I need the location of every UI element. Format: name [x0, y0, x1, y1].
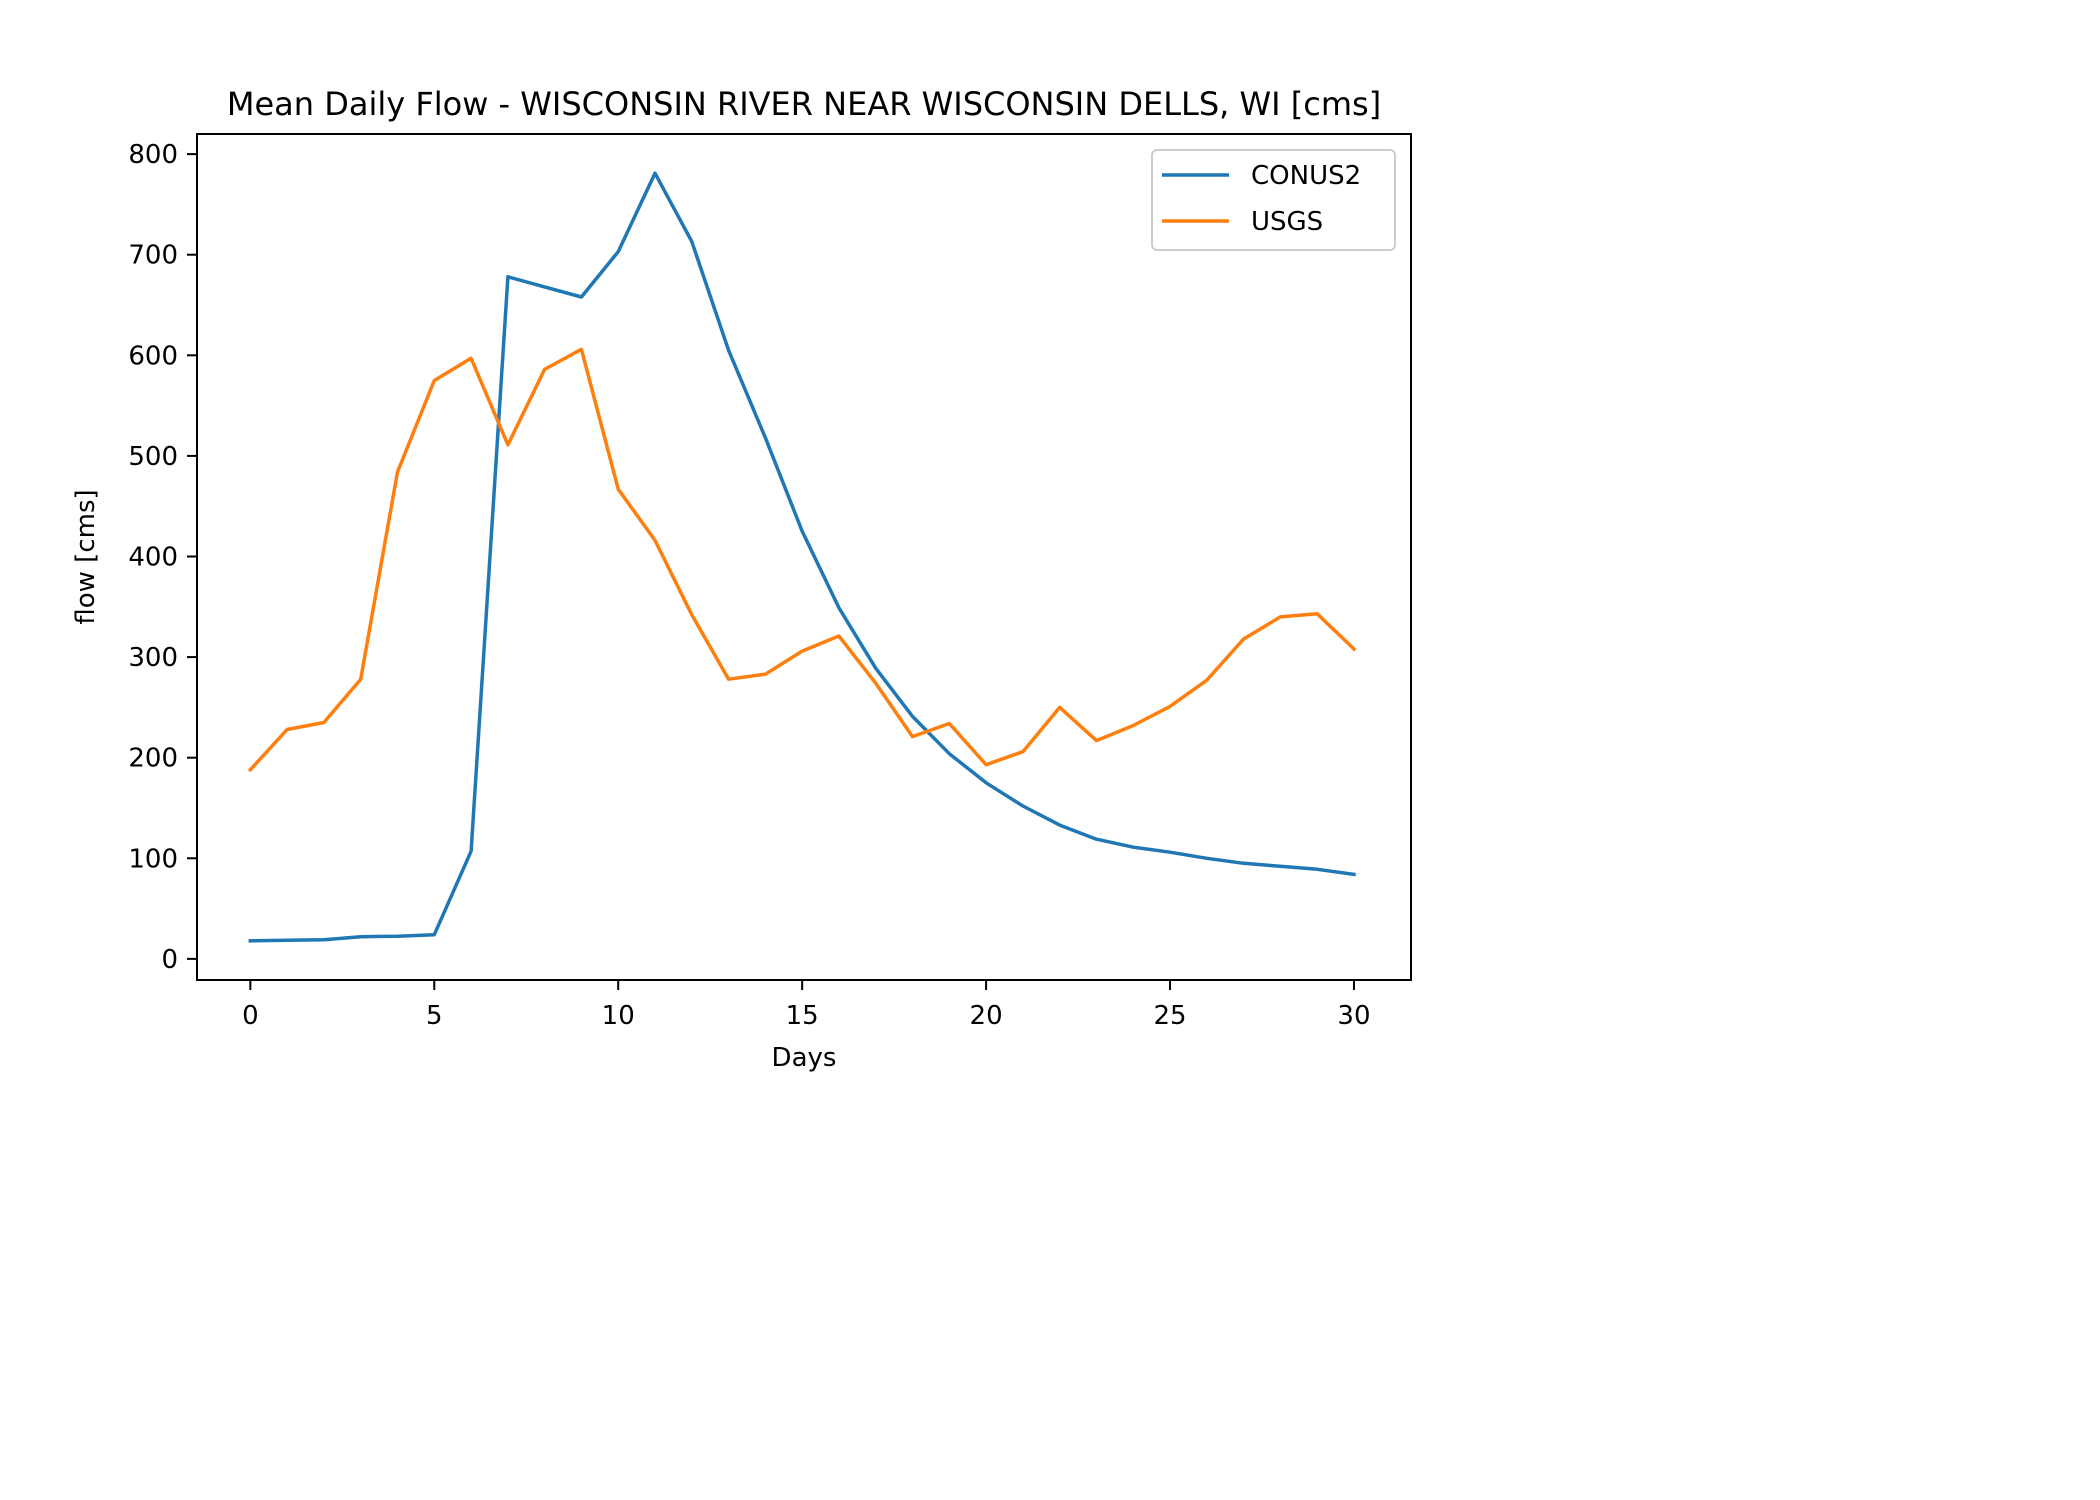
- x-tick-label: 20: [970, 1001, 1003, 1031]
- chart: Mean Daily Flow - WISCONSIN RIVER NEAR W…: [71, 85, 1412, 1073]
- series-line-usgs: [247, 347, 1357, 773]
- y-tick-label: 800: [128, 140, 178, 170]
- series-line-conus2: [248, 171, 1356, 943]
- y-tick-label: 200: [128, 744, 178, 774]
- legend-label-conus2: CONUS2: [1251, 161, 1361, 191]
- y-tick-label: 500: [128, 442, 178, 472]
- x-tick-label: 5: [426, 1001, 443, 1031]
- y-tick-label: 300: [128, 643, 178, 673]
- y-tick-label: 600: [128, 341, 178, 371]
- y-tick-label: 100: [128, 844, 178, 874]
- x-tick-label: 30: [1337, 1001, 1370, 1031]
- y-tick-label: 400: [128, 542, 178, 572]
- x-axis-label: Days: [772, 1043, 837, 1073]
- y-axis-label: flow [cms]: [71, 489, 101, 624]
- x-tick-label: 10: [602, 1001, 635, 1031]
- legend-label-usgs: USGS: [1251, 207, 1323, 237]
- chart-title: Mean Daily Flow - WISCONSIN RIVER NEAR W…: [227, 85, 1381, 123]
- y-tick-label: 0: [161, 945, 178, 975]
- x-tick-label: 15: [786, 1001, 819, 1031]
- x-tick-label: 0: [242, 1001, 259, 1031]
- x-tick-label: 25: [1153, 1001, 1186, 1031]
- y-tick-label: 700: [128, 241, 178, 271]
- legend: CONUS2 USGS: [1151, 149, 1396, 251]
